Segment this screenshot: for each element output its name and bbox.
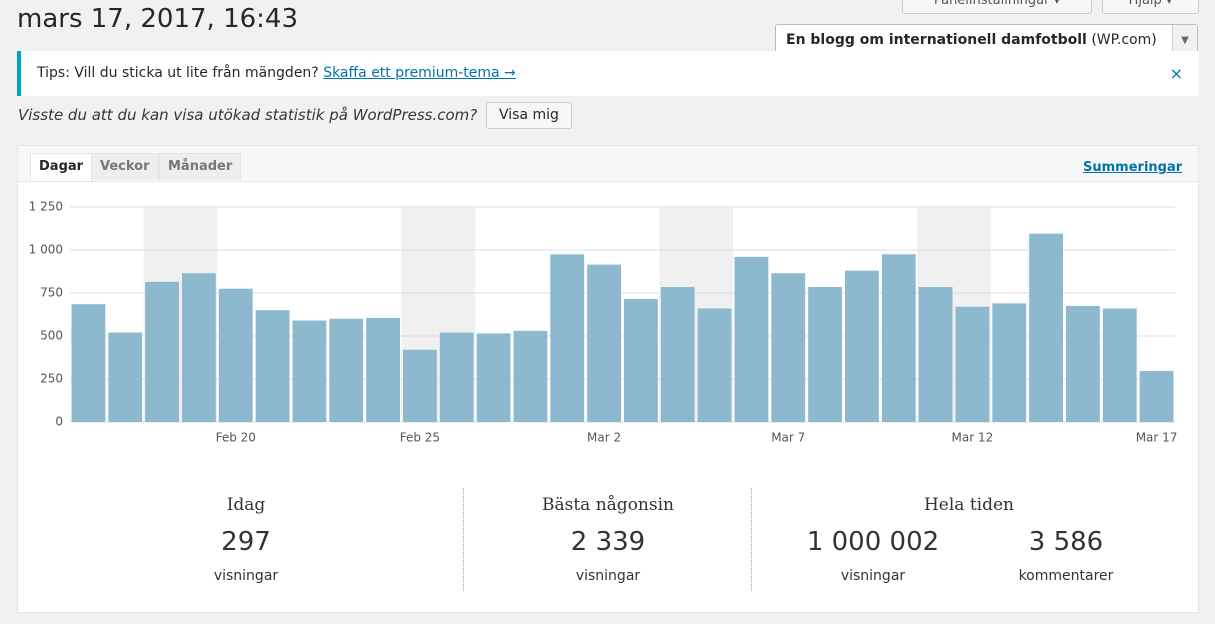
bar	[734, 256, 769, 422]
bar	[550, 254, 585, 422]
bar	[218, 288, 253, 422]
bar	[881, 254, 916, 422]
tab[interactable]: Dagar	[30, 153, 93, 181]
help-button[interactable]: Hjälp ▾	[1102, 0, 1199, 14]
stat-unit: visningar	[840, 568, 906, 584]
bar	[771, 273, 806, 422]
x-tick-label: Mar 12	[952, 431, 994, 445]
chart: 0 250 500 750 1 000 1 250 Feb 20 Feb 25 Mar 2 Mar…	[29, 200, 1178, 445]
bar	[587, 264, 621, 422]
bar	[403, 349, 437, 422]
notice-close[interactable]: ×	[1169, 64, 1183, 83]
bar	[182, 273, 216, 422]
bar	[1139, 370, 1174, 422]
bar	[366, 317, 400, 422]
bar	[992, 303, 1027, 422]
stat-unit: visningar	[213, 568, 279, 584]
separator	[463, 488, 464, 591]
promo-text: Visste du att du kan visa utökad statist…	[18, 106, 478, 124]
stat-value: 297	[221, 527, 271, 557]
bar	[624, 299, 658, 422]
stat-value: 1 000 002	[806, 527, 940, 557]
x-tick-label: Mar 7	[771, 431, 805, 445]
y-tick-label: 0	[55, 415, 63, 429]
x-tick-label: Feb 20	[216, 431, 256, 445]
bar	[845, 270, 879, 422]
stat-title: Bästa någonsin	[542, 495, 674, 515]
bar	[476, 333, 511, 422]
bar	[1066, 305, 1100, 422]
tab[interactable]: Månader	[159, 153, 242, 180]
y-tick-label: 500	[40, 329, 63, 343]
bar	[808, 286, 842, 422]
x-tick-label: Mar 2	[587, 431, 621, 445]
screen-options-button[interactable]: Panelinställningar ▾	[902, 0, 1092, 14]
bar	[1029, 233, 1063, 422]
bar	[513, 330, 548, 422]
x-tick-label: Feb 25	[400, 431, 440, 445]
tab[interactable]: Veckor	[91, 153, 159, 180]
x-tick-label: Mar 17	[1136, 431, 1178, 445]
y-tick-label: 750	[40, 286, 63, 300]
bar	[660, 286, 695, 422]
bar	[918, 286, 953, 422]
y-tick-label: 1 250	[29, 200, 63, 214]
stat-value: 3 586	[1028, 527, 1104, 557]
notice-link[interactable]: Skaffa ett premium-tema →	[323, 65, 516, 81]
stat-title: Idag	[226, 495, 266, 515]
bar	[71, 304, 106, 422]
bar	[697, 308, 732, 422]
bar	[1102, 308, 1137, 422]
notice-text: Tips: Vill du sticka ut lite från mängde…	[37, 65, 319, 81]
separator	[751, 488, 752, 591]
promo-button[interactable]: Visa mig	[486, 102, 572, 129]
y-tick-label: 1 000	[29, 243, 63, 257]
bar	[145, 281, 179, 422]
site-name: En blogg om internationell damfotboll	[786, 32, 1087, 48]
bar	[108, 332, 143, 422]
y-tick-label: 250	[40, 372, 63, 386]
bar	[955, 306, 990, 422]
date-title: mars 17, 2017, 16:43	[17, 4, 298, 34]
bar	[255, 310, 290, 422]
bar	[439, 332, 474, 422]
stat-value: 2 339	[570, 527, 646, 557]
stat-title: Hela tiden	[923, 495, 1015, 515]
site-suffix: (WP.com)	[1091, 32, 1157, 48]
summary-link[interactable]: Summeringar	[1083, 160, 1183, 175]
notice: Tips: Vill du sticka ut lite från mängde…	[17, 51, 1199, 96]
dropdown-arrow: ▼	[1172, 25, 1197, 56]
bar	[292, 320, 327, 422]
stat-unit: visningar	[575, 568, 641, 584]
stat-unit: kommentarer	[1018, 568, 1114, 584]
bar	[329, 318, 364, 422]
